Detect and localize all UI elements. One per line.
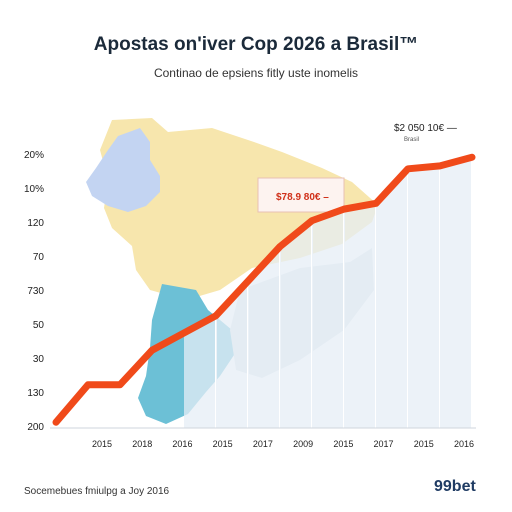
footer-source: Socemebues fmiulpg a Joy 2016 bbox=[24, 486, 170, 497]
data-point bbox=[470, 155, 474, 160]
shade-column bbox=[408, 165, 440, 429]
shade-column bbox=[376, 168, 408, 429]
x-tick-label: 2017 bbox=[374, 439, 394, 449]
shaded-area bbox=[184, 157, 473, 429]
data-point bbox=[182, 330, 186, 335]
chart-title: Apostas on'iver Cop 2026 a Brasil™ bbox=[93, 34, 419, 55]
data-point bbox=[54, 420, 58, 425]
shade-column bbox=[312, 209, 344, 428]
chart-subtitle: Continao de epsiens fitly uste inomelis bbox=[153, 66, 359, 80]
x-tick-label: 2009 bbox=[293, 439, 313, 449]
x-tick-label: 2015 bbox=[414, 439, 434, 449]
y-tick-label: 50 bbox=[33, 320, 45, 331]
data-point bbox=[406, 166, 410, 171]
data-point bbox=[310, 218, 314, 223]
x-axis-ticks: 2015 2018 2016 2015 2017 2009 2015 2017 2015 2016 bbox=[92, 439, 474, 449]
data-point bbox=[150, 348, 154, 353]
data-point bbox=[438, 163, 442, 168]
data-point bbox=[118, 382, 122, 387]
data-point bbox=[374, 201, 378, 206]
shade-column bbox=[184, 315, 216, 428]
shade-column bbox=[216, 281, 248, 428]
annotation-box-frame bbox=[257, 177, 345, 213]
annotation-top-text: $2 050 10€ — bbox=[394, 123, 457, 134]
data-point bbox=[246, 279, 250, 284]
data-point bbox=[278, 244, 282, 249]
annotation-box-text: $78.9 80€ – bbox=[276, 192, 329, 203]
y-tick-label: 10% bbox=[24, 184, 44, 195]
data-point bbox=[214, 313, 218, 318]
x-tick-label: 2015 bbox=[333, 439, 353, 449]
series-layer bbox=[52, 153, 476, 426]
x-tick-label: 2016 bbox=[172, 439, 192, 449]
x-tick-label: 2015 bbox=[92, 439, 112, 449]
x-tick-label: 2015 bbox=[213, 439, 233, 449]
brand-logo: 99bet bbox=[434, 478, 476, 495]
y-tick-label: 30 bbox=[33, 354, 45, 365]
y-axis-ticks: 20% 10% 120 70 730 50 30 130 200 bbox=[24, 150, 44, 433]
x-tick-label: 2018 bbox=[132, 439, 152, 449]
shade-column bbox=[248, 246, 280, 428]
data-point bbox=[342, 207, 346, 212]
annotation-top: $2 050 10€ — Brasil bbox=[394, 123, 457, 143]
y-tick-label: 730 bbox=[27, 286, 44, 297]
data-point bbox=[86, 382, 90, 387]
y-tick-label: 20% bbox=[24, 150, 44, 161]
x-tick-label: 2016 bbox=[454, 439, 474, 449]
shade-column bbox=[440, 157, 472, 428]
map-region-west bbox=[86, 128, 160, 212]
shade-column bbox=[280, 220, 312, 428]
y-tick-label: 70 bbox=[33, 252, 45, 263]
y-tick-label: 200 bbox=[27, 422, 44, 433]
y-tick-label: 120 bbox=[27, 218, 44, 229]
series-line bbox=[52, 153, 476, 426]
annotation-box: $78.9 80€ – bbox=[257, 177, 345, 213]
x-tick-label: 2017 bbox=[253, 439, 273, 449]
shade-column bbox=[344, 203, 376, 428]
annotation-top-sub: Brasil bbox=[404, 137, 419, 143]
y-tick-label: 130 bbox=[27, 388, 44, 399]
